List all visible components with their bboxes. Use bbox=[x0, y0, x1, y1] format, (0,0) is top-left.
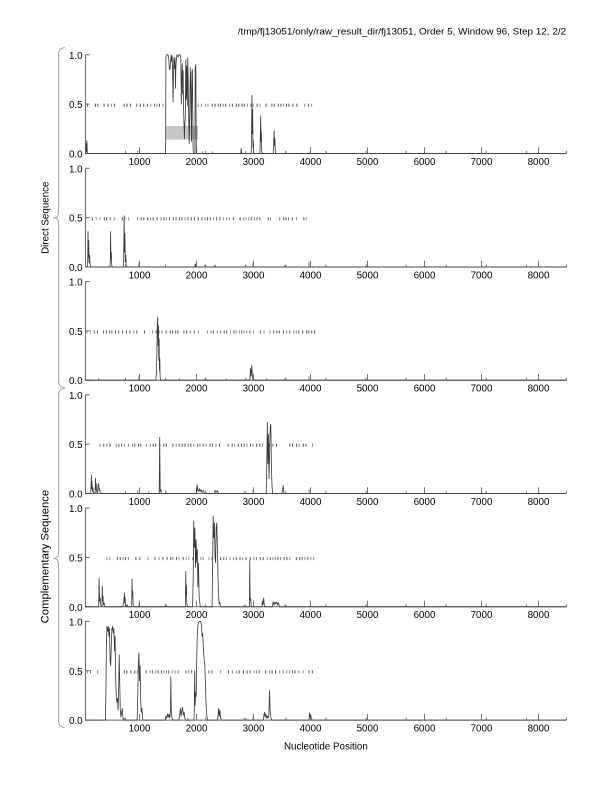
svg-text:8000: 8000 bbox=[528, 497, 550, 508]
svg-text:8000: 8000 bbox=[528, 723, 550, 734]
svg-text:8000: 8000 bbox=[528, 270, 550, 281]
svg-text:3000: 3000 bbox=[243, 157, 265, 168]
svg-text:4000: 4000 bbox=[300, 610, 322, 621]
svg-text:2000: 2000 bbox=[186, 610, 208, 621]
svg-text:0.0: 0.0 bbox=[69, 716, 83, 727]
svg-text:0.0: 0.0 bbox=[69, 490, 83, 501]
svg-text:3000: 3000 bbox=[243, 497, 265, 508]
svg-text:1000: 1000 bbox=[129, 497, 151, 508]
svg-text:2000: 2000 bbox=[186, 384, 208, 395]
svg-text:6000: 6000 bbox=[414, 723, 436, 734]
svg-text:5000: 5000 bbox=[357, 270, 379, 281]
svg-text:2000: 2000 bbox=[186, 270, 208, 281]
svg-text:0.5: 0.5 bbox=[69, 553, 83, 564]
svg-text:0.0: 0.0 bbox=[69, 150, 83, 161]
svg-text:4000: 4000 bbox=[300, 270, 322, 281]
svg-text:4000: 4000 bbox=[300, 384, 322, 395]
svg-text:1000: 1000 bbox=[129, 157, 151, 168]
svg-text:5000: 5000 bbox=[357, 384, 379, 395]
svg-text:0.5: 0.5 bbox=[69, 214, 83, 225]
svg-text:8000: 8000 bbox=[528, 157, 550, 168]
svg-text:1.0: 1.0 bbox=[69, 504, 83, 515]
svg-text:4000: 4000 bbox=[300, 723, 322, 734]
svg-text:0.5: 0.5 bbox=[69, 100, 83, 111]
svg-text:1000: 1000 bbox=[129, 384, 151, 395]
svg-text:1000: 1000 bbox=[129, 610, 151, 621]
svg-text:0.5: 0.5 bbox=[69, 327, 83, 338]
svg-text:3000: 3000 bbox=[243, 270, 265, 281]
svg-text:1.0: 1.0 bbox=[69, 617, 83, 628]
svg-text:0.5: 0.5 bbox=[69, 440, 83, 451]
svg-text:7000: 7000 bbox=[471, 497, 493, 508]
svg-text:Nucleotide Position: Nucleotide Position bbox=[284, 742, 368, 753]
svg-text:6000: 6000 bbox=[414, 497, 436, 508]
svg-text:5000: 5000 bbox=[357, 497, 379, 508]
svg-text:/tmp/fj13051/only/raw_result_d: /tmp/fj13051/only/raw_result_dir/fj13051… bbox=[238, 26, 566, 37]
svg-text:0.5: 0.5 bbox=[69, 667, 83, 678]
svg-text:1.0: 1.0 bbox=[69, 391, 83, 402]
svg-text:5000: 5000 bbox=[357, 610, 379, 621]
svg-text:7000: 7000 bbox=[471, 157, 493, 168]
svg-text:3000: 3000 bbox=[243, 723, 265, 734]
svg-text:0.0: 0.0 bbox=[69, 603, 83, 614]
svg-text:7000: 7000 bbox=[471, 270, 493, 281]
svg-text:6000: 6000 bbox=[414, 384, 436, 395]
svg-text:3000: 3000 bbox=[243, 610, 265, 621]
svg-text:5000: 5000 bbox=[357, 723, 379, 734]
svg-text:2000: 2000 bbox=[186, 157, 208, 168]
svg-text:0.0: 0.0 bbox=[69, 263, 83, 274]
svg-text:5000: 5000 bbox=[357, 157, 379, 168]
svg-text:1.0: 1.0 bbox=[69, 51, 83, 62]
svg-text:7000: 7000 bbox=[471, 610, 493, 621]
svg-text:3000: 3000 bbox=[243, 384, 265, 395]
svg-text:8000: 8000 bbox=[528, 610, 550, 621]
svg-text:Complementary Sequence: Complementary Sequence bbox=[39, 490, 51, 624]
svg-text:6000: 6000 bbox=[414, 270, 436, 281]
svg-text:1.0: 1.0 bbox=[69, 278, 83, 289]
svg-text:2000: 2000 bbox=[186, 723, 208, 734]
svg-text:0.0: 0.0 bbox=[69, 376, 83, 387]
svg-text:Direct Sequence: Direct Sequence bbox=[40, 181, 51, 254]
svg-text:7000: 7000 bbox=[471, 723, 493, 734]
svg-text:7000: 7000 bbox=[471, 384, 493, 395]
svg-text:4000: 4000 bbox=[300, 157, 322, 168]
svg-text:1000: 1000 bbox=[129, 723, 151, 734]
svg-text:1000: 1000 bbox=[129, 270, 151, 281]
svg-text:1.0: 1.0 bbox=[69, 164, 83, 175]
svg-text:6000: 6000 bbox=[414, 610, 436, 621]
svg-text:2000: 2000 bbox=[186, 497, 208, 508]
svg-text:8000: 8000 bbox=[528, 384, 550, 395]
svg-text:4000: 4000 bbox=[300, 497, 322, 508]
svg-text:6000: 6000 bbox=[414, 157, 436, 168]
